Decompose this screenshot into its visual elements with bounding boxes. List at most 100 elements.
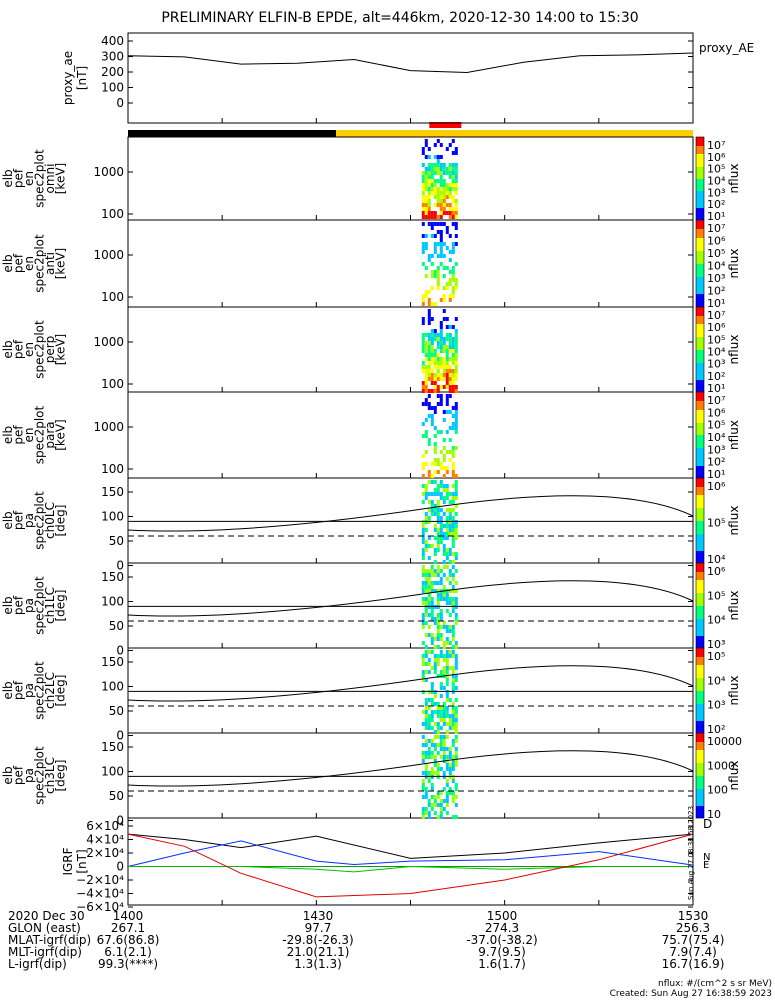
colorbar-cell xyxy=(696,505,704,507)
spectrogram-cell xyxy=(427,601,431,605)
spectrogram-cell xyxy=(445,556,449,560)
colorbar-tick-label: 10⁴ xyxy=(707,614,726,627)
spectrogram-cell xyxy=(436,536,440,540)
spectrogram-cell xyxy=(424,143,428,147)
spectrogram-cell xyxy=(424,512,428,516)
spectrogram-cell xyxy=(445,730,449,734)
spectrogram-cell xyxy=(439,462,443,466)
colorbar-cell xyxy=(696,248,704,250)
spectrogram-cell xyxy=(427,593,431,597)
spectrogram-cell xyxy=(445,735,449,739)
colorbar-cell xyxy=(696,334,704,336)
spectrogram-cell xyxy=(436,361,440,365)
spectrogram-cell xyxy=(427,207,431,211)
colorbar-cell xyxy=(696,613,704,615)
colorbar-cell xyxy=(696,814,704,816)
colorbar-label: nflux xyxy=(727,249,741,279)
colorbar-cell xyxy=(696,342,704,344)
spectrogram-cell xyxy=(421,183,425,187)
spectrogram-cell xyxy=(436,775,440,779)
spectrogram-cell xyxy=(433,203,437,207)
colorbar-cell xyxy=(696,345,704,347)
colorbar-cell xyxy=(696,697,704,699)
spectrogram-cell xyxy=(442,552,446,556)
spectrogram-cell xyxy=(454,755,458,759)
colorbar-cell xyxy=(696,693,704,695)
colorbar-cell xyxy=(696,257,704,259)
spectrogram-cell xyxy=(445,779,449,783)
spectrogram-cell xyxy=(439,694,443,698)
spectrogram-cell xyxy=(439,345,443,349)
colorbar-cell xyxy=(696,550,704,552)
spectrogram-cell xyxy=(433,670,437,674)
spectrogram-cell xyxy=(430,581,434,585)
spectrogram-cell xyxy=(433,442,437,446)
y-axis-label: IGRF xyxy=(61,847,75,875)
spectrogram-cell xyxy=(427,414,431,418)
spectrogram-cell xyxy=(430,666,434,670)
y-tick-label: 0 xyxy=(116,860,124,874)
colorbar-tick-label: 10⁶ xyxy=(707,235,726,248)
spectrogram-cell xyxy=(424,662,428,666)
colorbar-cell xyxy=(696,595,704,597)
colorbar-cell xyxy=(696,455,704,457)
colorbar-cell xyxy=(696,773,704,775)
y-axis-label: elb xyxy=(1,426,15,444)
spectrogram-cell xyxy=(430,302,434,306)
spectrogram-cell xyxy=(442,625,446,629)
spectrogram-cell xyxy=(433,462,437,466)
spectrogram-cell xyxy=(442,686,446,690)
spectrogram-cell xyxy=(451,474,455,478)
colorbar-cell xyxy=(696,229,704,231)
spectrogram-cell xyxy=(439,633,443,637)
colorbar-cell xyxy=(696,268,704,270)
spectrogram-cell xyxy=(454,536,458,540)
spectrogram-cell xyxy=(436,337,440,341)
spectrogram-cell xyxy=(442,597,446,601)
spectrogram-cell xyxy=(436,278,440,282)
spectrogram-cell xyxy=(424,294,428,298)
spectrogram-cell xyxy=(445,641,449,645)
spectrogram-cell xyxy=(451,629,455,633)
spectrogram-cell xyxy=(427,714,431,718)
y-axis-label: elb xyxy=(1,766,15,784)
colorbar-cell xyxy=(696,353,704,355)
colorbar-cell xyxy=(696,758,704,760)
spectrogram-cell xyxy=(451,422,455,426)
y-axis-label: spec2plot xyxy=(33,576,47,635)
spectrogram-cell xyxy=(424,581,428,585)
spectrogram-cell xyxy=(442,718,446,722)
colorbar-cell xyxy=(696,439,704,441)
spectrogram-cell xyxy=(427,633,431,637)
spectrogram-cell xyxy=(448,508,452,512)
colorbar-cell xyxy=(696,239,704,241)
spectrogram-cell xyxy=(454,317,458,321)
spectrogram-cell xyxy=(424,654,428,658)
spectrogram-cell xyxy=(454,488,458,492)
spectrogram-cell xyxy=(427,605,431,609)
spectrogram-cell xyxy=(454,286,458,290)
spectrogram-cell xyxy=(451,755,455,759)
spectrogram-cell xyxy=(451,246,455,250)
spectrogram-cell xyxy=(445,325,449,329)
colorbar-cell xyxy=(696,524,704,526)
spectrogram-cell xyxy=(430,341,434,345)
spectrogram-cell xyxy=(427,438,431,442)
colorbar-cell xyxy=(696,502,704,504)
spectrogram-cell xyxy=(433,722,437,726)
spectrogram-cell xyxy=(421,203,425,207)
colorbar-cell xyxy=(696,452,704,454)
spectrogram-cell xyxy=(421,735,425,739)
spectrogram-cell xyxy=(436,629,440,633)
colorbar-cell xyxy=(696,607,704,609)
spectrogram-cell xyxy=(442,755,446,759)
colorbar-cell xyxy=(696,594,704,596)
colorbar-cell xyxy=(696,260,704,262)
spectrogram-cell xyxy=(424,398,428,402)
spectrogram-cell xyxy=(448,234,452,238)
spectrogram-cell xyxy=(454,167,458,171)
spectrogram-cell xyxy=(427,345,431,349)
spectrogram-cell xyxy=(439,298,443,302)
y-tick-label: 50 xyxy=(109,619,124,633)
spectrogram-cell xyxy=(454,353,458,357)
